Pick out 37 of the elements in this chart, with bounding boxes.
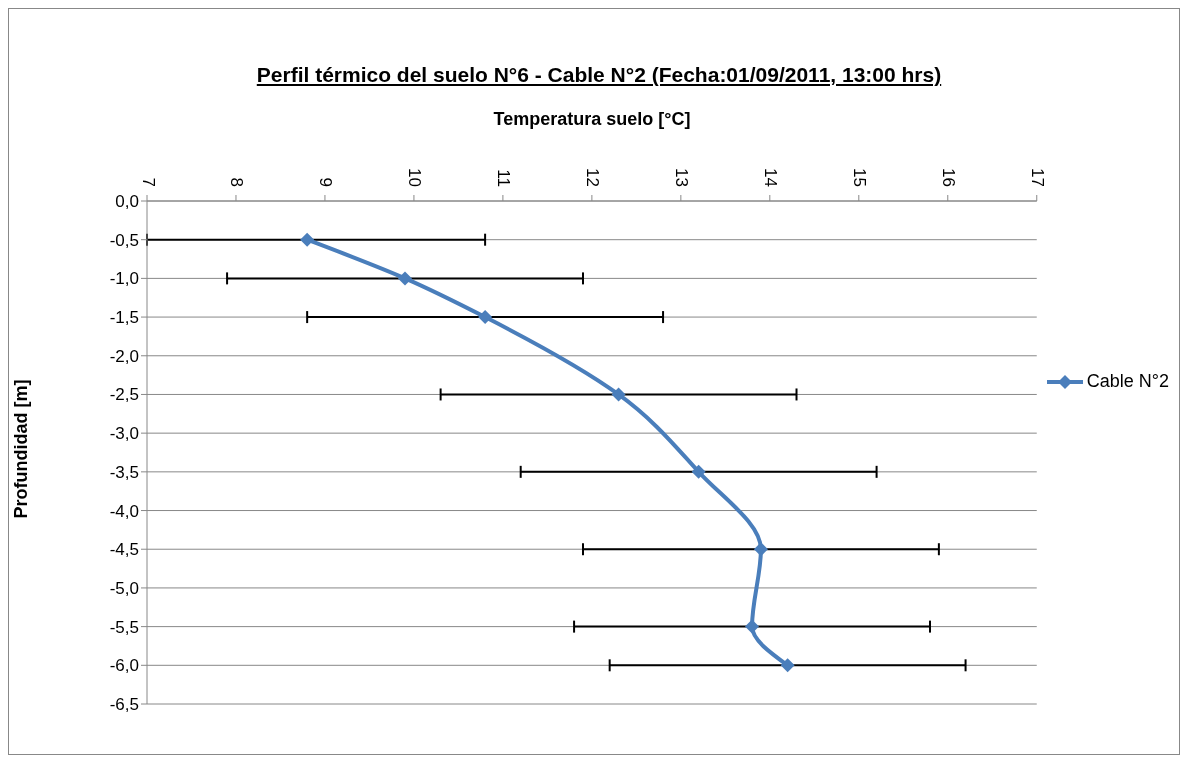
y-tick-label: -2,0: [109, 346, 139, 366]
x-tick-label: 13: [672, 168, 692, 187]
x-tick-label: 10: [405, 168, 425, 187]
x-tick-label: 17: [1028, 168, 1048, 187]
chart-title: Perfil térmico del suelo N°6 - Cable N°2 (Fecha:01/09/2011, 13:00 hrs): [255, 63, 943, 87]
point: [691, 464, 706, 479]
point: [611, 387, 626, 402]
y-tick-label: -1,5: [109, 308, 139, 328]
y-axis-title: Profundidad [m]: [10, 379, 32, 519]
x-tick-label: 8: [227, 177, 247, 187]
x-tick-label: 11: [494, 169, 514, 187]
y-tick-label: -4,0: [109, 501, 139, 521]
y-tick-label: -3,5: [109, 462, 139, 482]
y-tick-label: -5,0: [109, 578, 139, 598]
x-tick-label: 15: [850, 168, 870, 187]
x-tick-label: 7: [138, 177, 158, 187]
point: [780, 658, 795, 673]
point: [398, 271, 413, 286]
y-tick-label: -4,5: [109, 540, 139, 560]
point: [753, 542, 768, 557]
y-tick-label: -0,5: [109, 230, 139, 250]
point: [300, 232, 315, 247]
point: [745, 619, 760, 634]
x-axis-title: Temperatura suelo [°C]: [492, 109, 692, 130]
y-tick-label: -6,0: [109, 656, 139, 676]
x-tick-label: 9: [316, 177, 336, 187]
y-tick-label: -1,0: [109, 269, 139, 289]
x-tick-label: 14: [761, 168, 781, 187]
legend-label: Cable N°2: [1086, 371, 1169, 392]
y-tick-label: -2,5: [109, 385, 139, 405]
x-tick-label: 12: [583, 168, 603, 187]
point: [478, 310, 493, 325]
x-tick-label: 16: [939, 168, 959, 187]
y-tick-label: 0,0: [115, 192, 139, 212]
y-tick-label: -5,5: [109, 617, 139, 637]
y-tick-label: -6,5: [109, 695, 139, 715]
y-tick-label: -3,0: [109, 424, 139, 444]
